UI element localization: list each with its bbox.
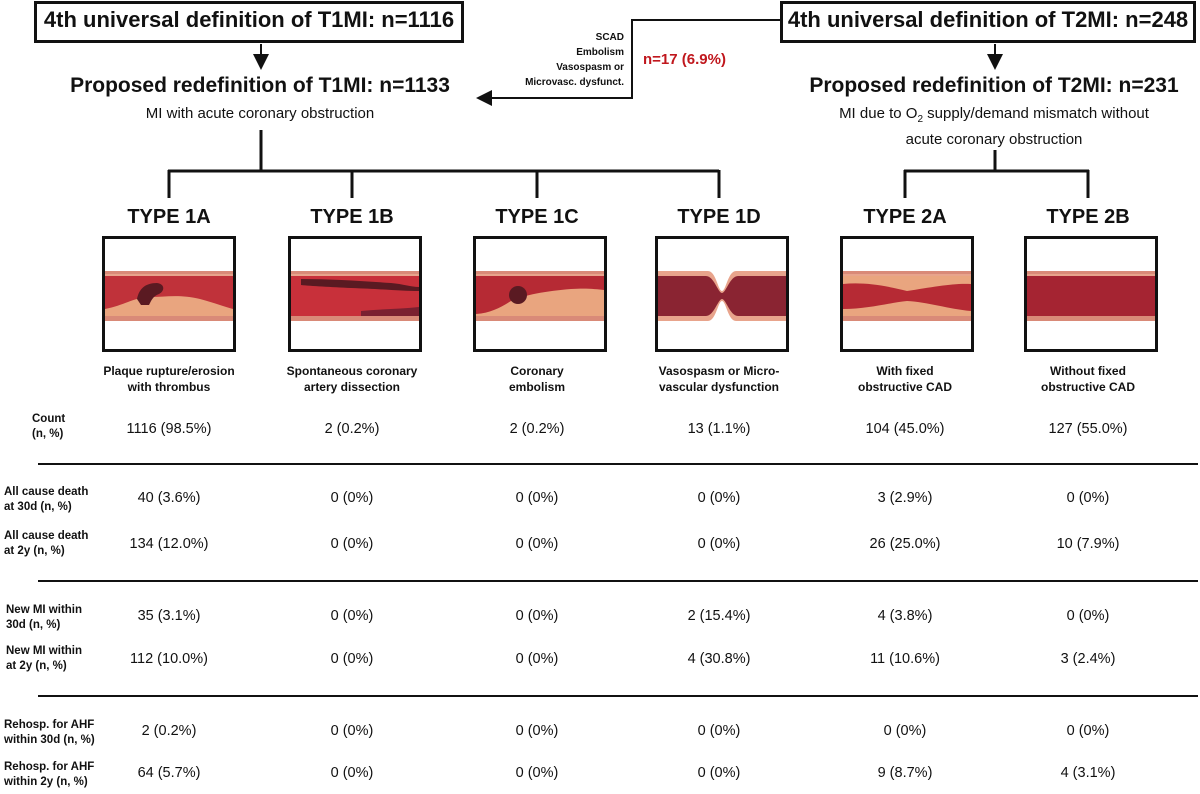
type-2b-caption: Without fixed obstructive CAD — [1040, 364, 1135, 394]
table-cell: 13 (1.1%) — [687, 421, 751, 437]
t2mi-redefinition-title: Proposed redefinition of T2MI: n=231 — [809, 74, 1179, 97]
reclassified-causes: SCAD Embolism Vasospasm or Microvasc. dy… — [525, 32, 624, 88]
table-cell: 0 (0%) — [515, 536, 559, 552]
type-1b-caption: Spontaneous coronary artery dissection — [286, 364, 418, 394]
table-cell: 2 (0.2%) — [324, 421, 380, 437]
table-cell: 40 (3.6%) — [137, 490, 201, 506]
table-cell: 0 (0%) — [697, 536, 741, 552]
section-divider — [38, 463, 1198, 465]
t1mi-redefinition-subtitle: MI with acute coronary obstruction — [145, 105, 375, 122]
table-cell: 0 (0%) — [1066, 723, 1110, 739]
normal-artery-icon — [1024, 236, 1158, 352]
table-cell: 0 (0%) — [515, 651, 559, 667]
table-cell: 4 (30.8%) — [687, 651, 751, 667]
row-label-death-30d: All cause death at 30d (n, %) — [4, 486, 89, 513]
table-cell: 0 (0%) — [1066, 490, 1110, 506]
reclassified-count: n=17 (6.9%) — [643, 51, 726, 68]
table-cell: 0 (0%) — [330, 651, 374, 667]
table-cell: 9 (8.7%) — [877, 765, 933, 781]
table-cell: 3 (2.9%) — [877, 490, 933, 506]
row-label-rehosp-2y: Rehosp. for AHF within 2y (n, %) — [4, 761, 95, 788]
type-2b-title: TYPE 2B — [1046, 206, 1130, 228]
type-1c-caption: Coronary embolism — [508, 364, 565, 394]
table-cell: 35 (3.1%) — [137, 608, 201, 624]
table-cell: 0 (0%) — [515, 608, 559, 624]
table-cell: 0 (0%) — [697, 723, 741, 739]
row-label-rehosp-30d: Rehosp. for AHF within 30d (n, %) — [4, 719, 95, 746]
row-label-death-2y: All cause death at 2y (n, %) — [4, 530, 89, 557]
table-cell: 4 (3.1%) — [1060, 765, 1116, 781]
type-1a-title: TYPE 1A — [127, 206, 211, 228]
t2mi-universal-definition-box: 4th universal definition of T2MI: n=248 — [780, 1, 1196, 43]
type-2a-title: TYPE 2A — [863, 206, 947, 228]
coronary-dissection-icon — [288, 236, 422, 352]
row-label-new-mi-2y: New MI within at 2y (n, %) — [6, 645, 83, 672]
fixed-obstructive-cad-icon — [840, 236, 974, 352]
table-cell: 0 (0%) — [330, 536, 374, 552]
table-cell: 0 (0%) — [330, 490, 374, 506]
table-cell: 0 (0%) — [515, 490, 559, 506]
type-1c-title: TYPE 1C — [495, 206, 579, 228]
table-cell: 2 (0.2%) — [509, 421, 565, 437]
table-cell: 134 (12.0%) — [129, 536, 209, 552]
t1mi-universal-definition-box: 4th universal definition of T1MI: n=1116 — [34, 1, 464, 43]
table-cell: 0 (0%) — [330, 723, 374, 739]
section-divider — [38, 695, 1198, 697]
table-cell: 3 (2.4%) — [1060, 651, 1116, 667]
table-cell: 0 (0%) — [697, 490, 741, 506]
table-cell: 1116 (98.5%) — [126, 421, 212, 437]
table-cell: 0 (0%) — [515, 723, 559, 739]
coronary-embolism-icon — [473, 236, 607, 352]
type-1b-title: TYPE 1B — [310, 206, 394, 228]
table-cell: 11 (10.6%) — [870, 651, 940, 667]
table-cell: 0 (0%) — [515, 765, 559, 781]
vasospasm-icon — [655, 236, 789, 352]
row-label-count: Count (n, %) — [32, 413, 66, 440]
table-cell: 0 (0%) — [883, 723, 927, 739]
plaque-rupture-thrombus-icon — [102, 236, 236, 352]
table-cell: 2 (15.4%) — [687, 608, 751, 624]
table-cell: 0 (0%) — [330, 608, 374, 624]
table-cell: 10 (7.9%) — [1056, 536, 1120, 552]
row-label-new-mi-30d: New MI within 30d (n, %) — [6, 604, 83, 631]
table-cell: 0 (0%) — [1066, 608, 1110, 624]
table-cell: 2 (0.2%) — [141, 723, 197, 739]
table-cell: 104 (45.0%) — [865, 421, 945, 437]
table-cell: 127 (55.0%) — [1048, 421, 1128, 437]
table-cell: 4 (3.8%) — [877, 608, 933, 624]
type-1d-title: TYPE 1D — [677, 206, 761, 228]
type-1d-caption: Vasospasm or Micro-vascular dysfunction — [658, 364, 780, 394]
t1mi-redefinition-title: Proposed redefinition of T1MI: n=1133 — [70, 74, 450, 97]
section-divider — [38, 580, 1198, 582]
table-cell: 0 (0%) — [697, 765, 741, 781]
table-cell: 112 (10.0%) — [130, 651, 208, 667]
t2mi-redefinition-subtitle: MI due to O2 supply/demand mismatch with… — [839, 105, 1149, 148]
table-cell: 26 (25.0%) — [869, 536, 941, 552]
type-2a-caption: With fixed obstructive CAD — [857, 364, 952, 394]
type-1a-caption: Plaque rupture/erosion with thrombus — [103, 364, 235, 394]
table-cell: 64 (5.7%) — [137, 765, 201, 781]
table-cell: 0 (0%) — [330, 765, 374, 781]
